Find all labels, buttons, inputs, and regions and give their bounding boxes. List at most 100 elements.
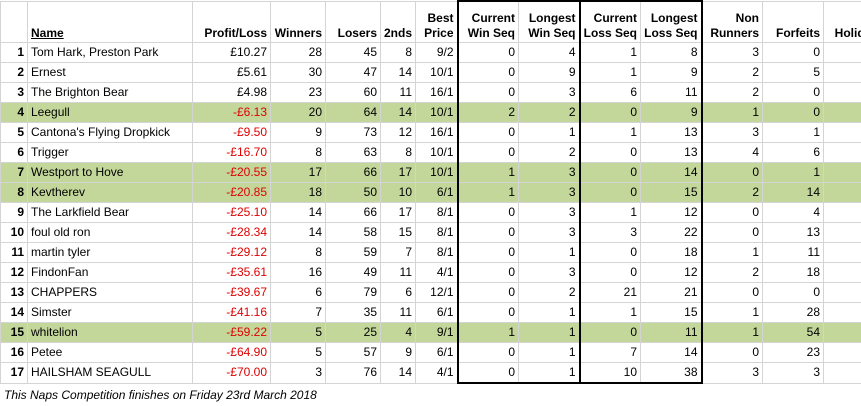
holiday-cell: 0 xyxy=(823,342,861,363)
seconds-cell: 14 xyxy=(380,102,416,123)
profit-loss-cell: -£9.50 xyxy=(192,122,271,143)
longest-loss-seq-cell: 15 xyxy=(640,302,703,323)
header-losers: Losers xyxy=(325,0,381,43)
position-cell: 11 xyxy=(0,242,28,263)
profit-loss-cell: £4.98 xyxy=(192,82,271,103)
name-cell: Simster xyxy=(27,302,193,323)
seconds-cell: 11 xyxy=(380,82,416,103)
holiday-cell: 0 xyxy=(823,322,861,343)
losers-cell: 60 xyxy=(325,82,381,103)
name-cell: Trigger xyxy=(27,142,193,163)
forfeits-cell: 0 xyxy=(762,42,824,63)
current-win-seq-cell: 0 xyxy=(456,362,519,384)
profit-loss-cell: -£29.12 xyxy=(192,242,271,263)
profit-loss-cell: -£20.55 xyxy=(192,162,271,183)
seconds-cell: 8 xyxy=(380,142,416,163)
header-holiday: Holiday xyxy=(823,0,861,43)
non-runners-cell: 3 xyxy=(701,362,763,384)
losers-cell: 49 xyxy=(325,262,381,283)
non-runners-cell: 3 xyxy=(701,42,763,63)
winners-cell: 16 xyxy=(270,262,326,283)
name-cell: martin tyler xyxy=(27,242,193,263)
non-runners-cell: 2 xyxy=(701,262,763,283)
holiday-cell: 0 xyxy=(823,82,861,103)
holiday-cell: 0 xyxy=(823,222,861,243)
longest-win-seq-cell: 1 xyxy=(518,322,581,343)
longest-win-seq-cell: 1 xyxy=(518,342,581,363)
forfeits-cell: 28 xyxy=(762,302,824,323)
holiday-cell: 14 xyxy=(823,302,861,323)
name-cell: CHAPPERS xyxy=(27,282,193,303)
current-win-seq-cell: 0 xyxy=(456,222,519,243)
longest-win-seq-cell: 3 xyxy=(518,262,581,283)
holiday-cell: 1 xyxy=(823,182,861,203)
losers-cell: 76 xyxy=(325,362,381,384)
position-cell: 2 xyxy=(0,62,28,83)
longest-loss-seq-cell: 38 xyxy=(640,362,703,384)
winners-cell: 14 xyxy=(270,222,326,243)
losers-cell: 63 xyxy=(325,142,381,163)
table-row: 7 Westport to Hove -£20.55 17 66 17 10/1 1 3 0 14 0… xyxy=(0,162,861,183)
current-win-seq-cell: 1 xyxy=(456,162,519,183)
losers-cell: 58 xyxy=(325,222,381,243)
longest-loss-seq-cell: 22 xyxy=(640,222,703,243)
current-loss-seq-cell: 0 xyxy=(579,142,641,163)
position-cell: 17 xyxy=(0,362,28,384)
holiday-cell: 1 xyxy=(823,162,861,183)
non-runners-cell: 0 xyxy=(701,202,763,223)
best-price-cell: 6/1 xyxy=(415,342,458,363)
best-price-cell: 4/1 xyxy=(415,362,458,384)
holiday-cell: 9 xyxy=(823,42,861,63)
longest-win-seq-cell: 9 xyxy=(518,62,581,83)
seconds-cell: 11 xyxy=(380,262,416,283)
current-loss-seq-cell: 1 xyxy=(579,42,641,63)
name-cell: The Larkfield Bear xyxy=(27,202,193,223)
losers-cell: 25 xyxy=(325,322,381,343)
forfeits-cell: 54 xyxy=(762,322,824,343)
best-price-cell: 9/1 xyxy=(415,322,458,343)
name-cell: whitelion xyxy=(27,322,193,343)
table-row: 3 The Brighton Bear £4.98 23 60 11 16/1 0 3 6 11 2 0… xyxy=(0,82,861,103)
current-loss-seq-cell: 1 xyxy=(579,302,641,323)
non-runners-cell: 0 xyxy=(701,342,763,363)
header-longest-win-seq: Longest Win Seq xyxy=(518,0,581,43)
current-win-seq-cell: 0 xyxy=(456,122,519,143)
current-win-seq-cell: 0 xyxy=(456,262,519,283)
current-win-seq-cell: 1 xyxy=(456,322,519,343)
holiday-cell: 0 xyxy=(823,122,861,143)
longest-loss-seq-cell: 21 xyxy=(640,282,703,303)
forfeits-cell: 11 xyxy=(762,242,824,263)
competition-footer-note: This Naps Competition finishes on Friday… xyxy=(4,388,317,402)
non-runners-cell: 0 xyxy=(701,162,763,183)
holiday-cell: 0 xyxy=(823,102,861,123)
header-forfeits: Forfeits xyxy=(762,0,824,43)
position-cell: 1 xyxy=(0,42,28,63)
best-price-cell: 12/1 xyxy=(415,282,458,303)
header-row: Name Profit/Loss Winners Losers 2nds Bes… xyxy=(0,0,861,43)
table-row: 17 HAILSHAM SEAGULL -£70.00 3 76 14 4/1 0 1 10 38 3… xyxy=(0,362,861,384)
non-runners-cell: 4 xyxy=(701,142,763,163)
profit-loss-cell: -£35.61 xyxy=(192,262,271,283)
longest-win-seq-cell: 1 xyxy=(518,122,581,143)
seconds-cell: 6 xyxy=(380,282,416,303)
current-win-seq-cell: 0 xyxy=(456,142,519,163)
non-runners-cell: 3 xyxy=(701,122,763,143)
best-price-cell: 10/1 xyxy=(415,62,458,83)
forfeits-cell: 0 xyxy=(762,102,824,123)
current-win-seq-cell: 0 xyxy=(456,302,519,323)
best-price-cell: 4/1 xyxy=(415,262,458,283)
losers-cell: 64 xyxy=(325,102,381,123)
non-runners-cell: 2 xyxy=(701,82,763,103)
losers-cell: 66 xyxy=(325,162,381,183)
forfeits-cell: 18 xyxy=(762,262,824,283)
current-loss-seq-cell: 0 xyxy=(579,322,641,343)
longest-loss-seq-cell: 11 xyxy=(640,82,703,103)
current-win-seq-cell: 2 xyxy=(456,102,519,123)
losers-cell: 73 xyxy=(325,122,381,143)
seconds-cell: 8 xyxy=(380,42,416,63)
